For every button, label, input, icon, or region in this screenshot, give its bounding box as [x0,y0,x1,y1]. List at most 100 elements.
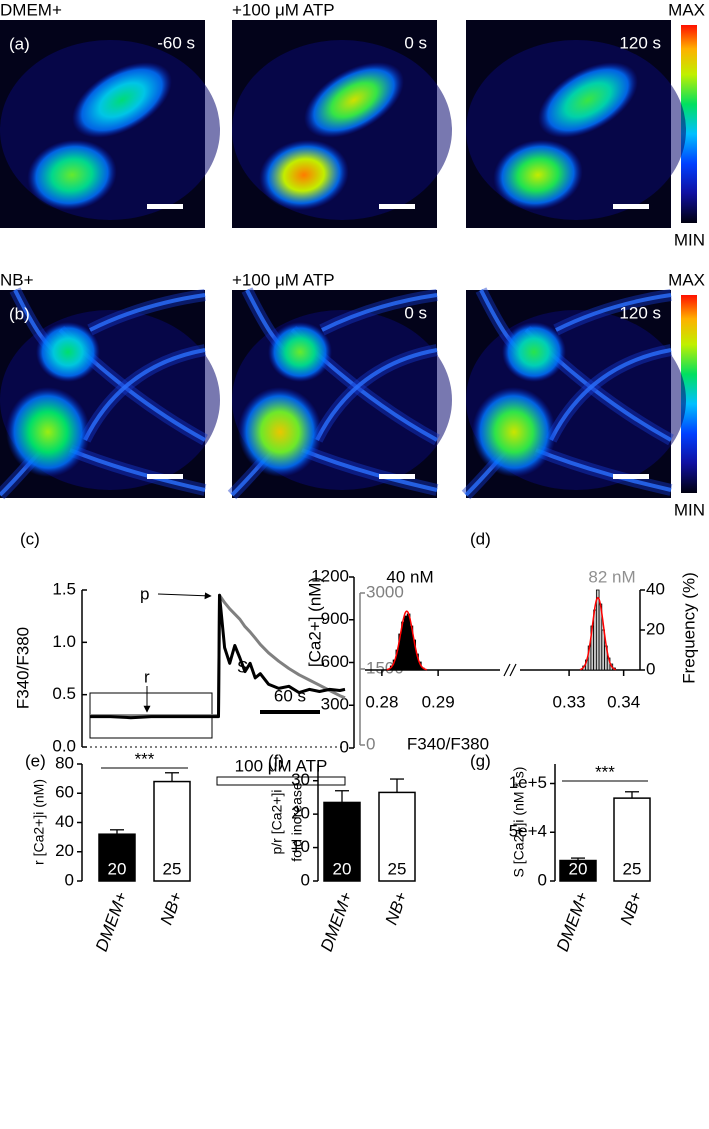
y-tick-label: 0 [65,870,74,889]
colorbar-min: MIN [674,230,705,249]
cell-process [549,348,672,441]
panel-label: (d) [470,529,491,548]
bar [323,801,361,882]
y-tick-label: 40 [646,579,665,598]
cell-process [301,448,438,492]
cell [502,322,566,382]
bar [378,791,416,882]
x-tick-label: 0.29 [422,692,455,711]
panel-label: (e) [25,751,46,770]
panel-label: (b) [9,304,30,323]
hist-bar [406,613,411,671]
legend-label: 82 nM [588,567,635,586]
annotation-p: p [140,584,149,603]
y-tick-label: 0 [538,870,547,889]
n-label: 25 [163,859,182,878]
cell [72,62,172,138]
cell-process [555,293,672,332]
x-tick-label: DMEM+ [553,889,592,954]
trace [90,593,346,720]
stimulus-bar [216,776,346,786]
fluorescence-image: (b) [0,287,220,500]
colorbar [681,295,697,493]
y-tick-label: 20 [291,804,310,823]
scale-bar [613,474,649,479]
cell-process [315,348,438,441]
bar [613,797,651,882]
fluorescence-image: 0 s [232,20,452,228]
fluorescence-image: 120 s [461,287,686,500]
significance-label: *** [135,749,155,768]
condition-label: NB+ [0,270,34,289]
y2-tick-label: 600 [321,652,349,671]
significance-label: *** [595,762,615,781]
y-tick-label: 20 [646,619,665,638]
cell-process [83,348,206,441]
scale-bar [613,204,649,209]
time-label: -60 s [157,33,195,52]
colorbar-max: MAX [668,0,705,19]
cell [36,322,100,382]
x-tick-label: DMEM+ [317,889,356,954]
y3-tick-label: 3000 [366,582,404,601]
annotation-r: r [144,667,150,686]
y-axis-label: r [Ca2+]i (nM) [31,779,47,865]
treatment-label: +100 μM ATP [232,270,335,289]
x-tick-label: DMEM+ [92,889,131,954]
y-tick-label: 30 [291,770,310,789]
y-tick-label: 1.0 [52,632,76,651]
y-axis-label: p/r [Ca2+]i [269,790,285,855]
cell-process [321,293,438,332]
colorbar [681,25,697,223]
y2-tick-label: 900 [321,609,349,628]
cell [5,387,91,477]
axis-break [509,663,517,677]
panel-label: (f) [268,751,284,770]
time-label: 0 s [404,33,427,52]
y-tick-label: 0.0 [52,736,76,755]
fluorescence-image: 0 s [227,287,452,500]
cell [259,139,349,211]
time-label: 120 s [619,33,661,52]
cell [471,387,557,477]
scale-bar [379,204,415,209]
x-tick-label: NB+ [157,889,186,927]
y2-axis-label: [Ca2+] (nM) [305,577,324,667]
time-label: 0 s [404,303,427,322]
y-tick-label: 0 [301,870,310,889]
hist-bar [595,589,600,671]
x-axis-label: F340/F380 [407,734,489,753]
x-tick-label: 0.34 [607,692,640,711]
fluorescence-image: (a) -60 s [0,20,220,228]
y-axis-label: F340/F380 [13,627,32,709]
x-tick-label: 0.28 [365,692,398,711]
cell [493,139,583,211]
y2-tick-label: 0 [340,737,349,756]
annotation-s: S [237,657,248,676]
y-tick-label: 10 [291,837,310,856]
y3-tick-label: 0 [366,734,375,753]
cell [304,62,404,138]
panel-label: (a) [9,34,30,53]
cell-process [69,448,206,492]
y-tick-label: 5e+4 [509,822,547,841]
cell [268,322,332,382]
y-tick-label: 80 [55,753,74,772]
y2-tick-label: 300 [321,695,349,714]
scale-bar-label: 60 s [274,686,306,705]
stimulus-label: 100 μM ATP [235,756,328,775]
cell [538,62,638,138]
hist-bar [403,615,408,671]
arrow [157,592,212,600]
time-label: 120 s [619,303,661,322]
colorbar-min: MIN [674,500,705,519]
y-tick-label: 20 [55,841,74,860]
y-tick-label: 60 [55,783,74,802]
n-label: 20 [333,859,352,878]
y-tick-label: 1.5 [52,579,76,598]
y-tick-label: 0.5 [52,684,76,703]
n-label: 25 [388,859,407,878]
gaussian-fit [386,610,427,671]
n-label: 20 [108,859,127,878]
y-tick-label: 0 [646,659,655,678]
